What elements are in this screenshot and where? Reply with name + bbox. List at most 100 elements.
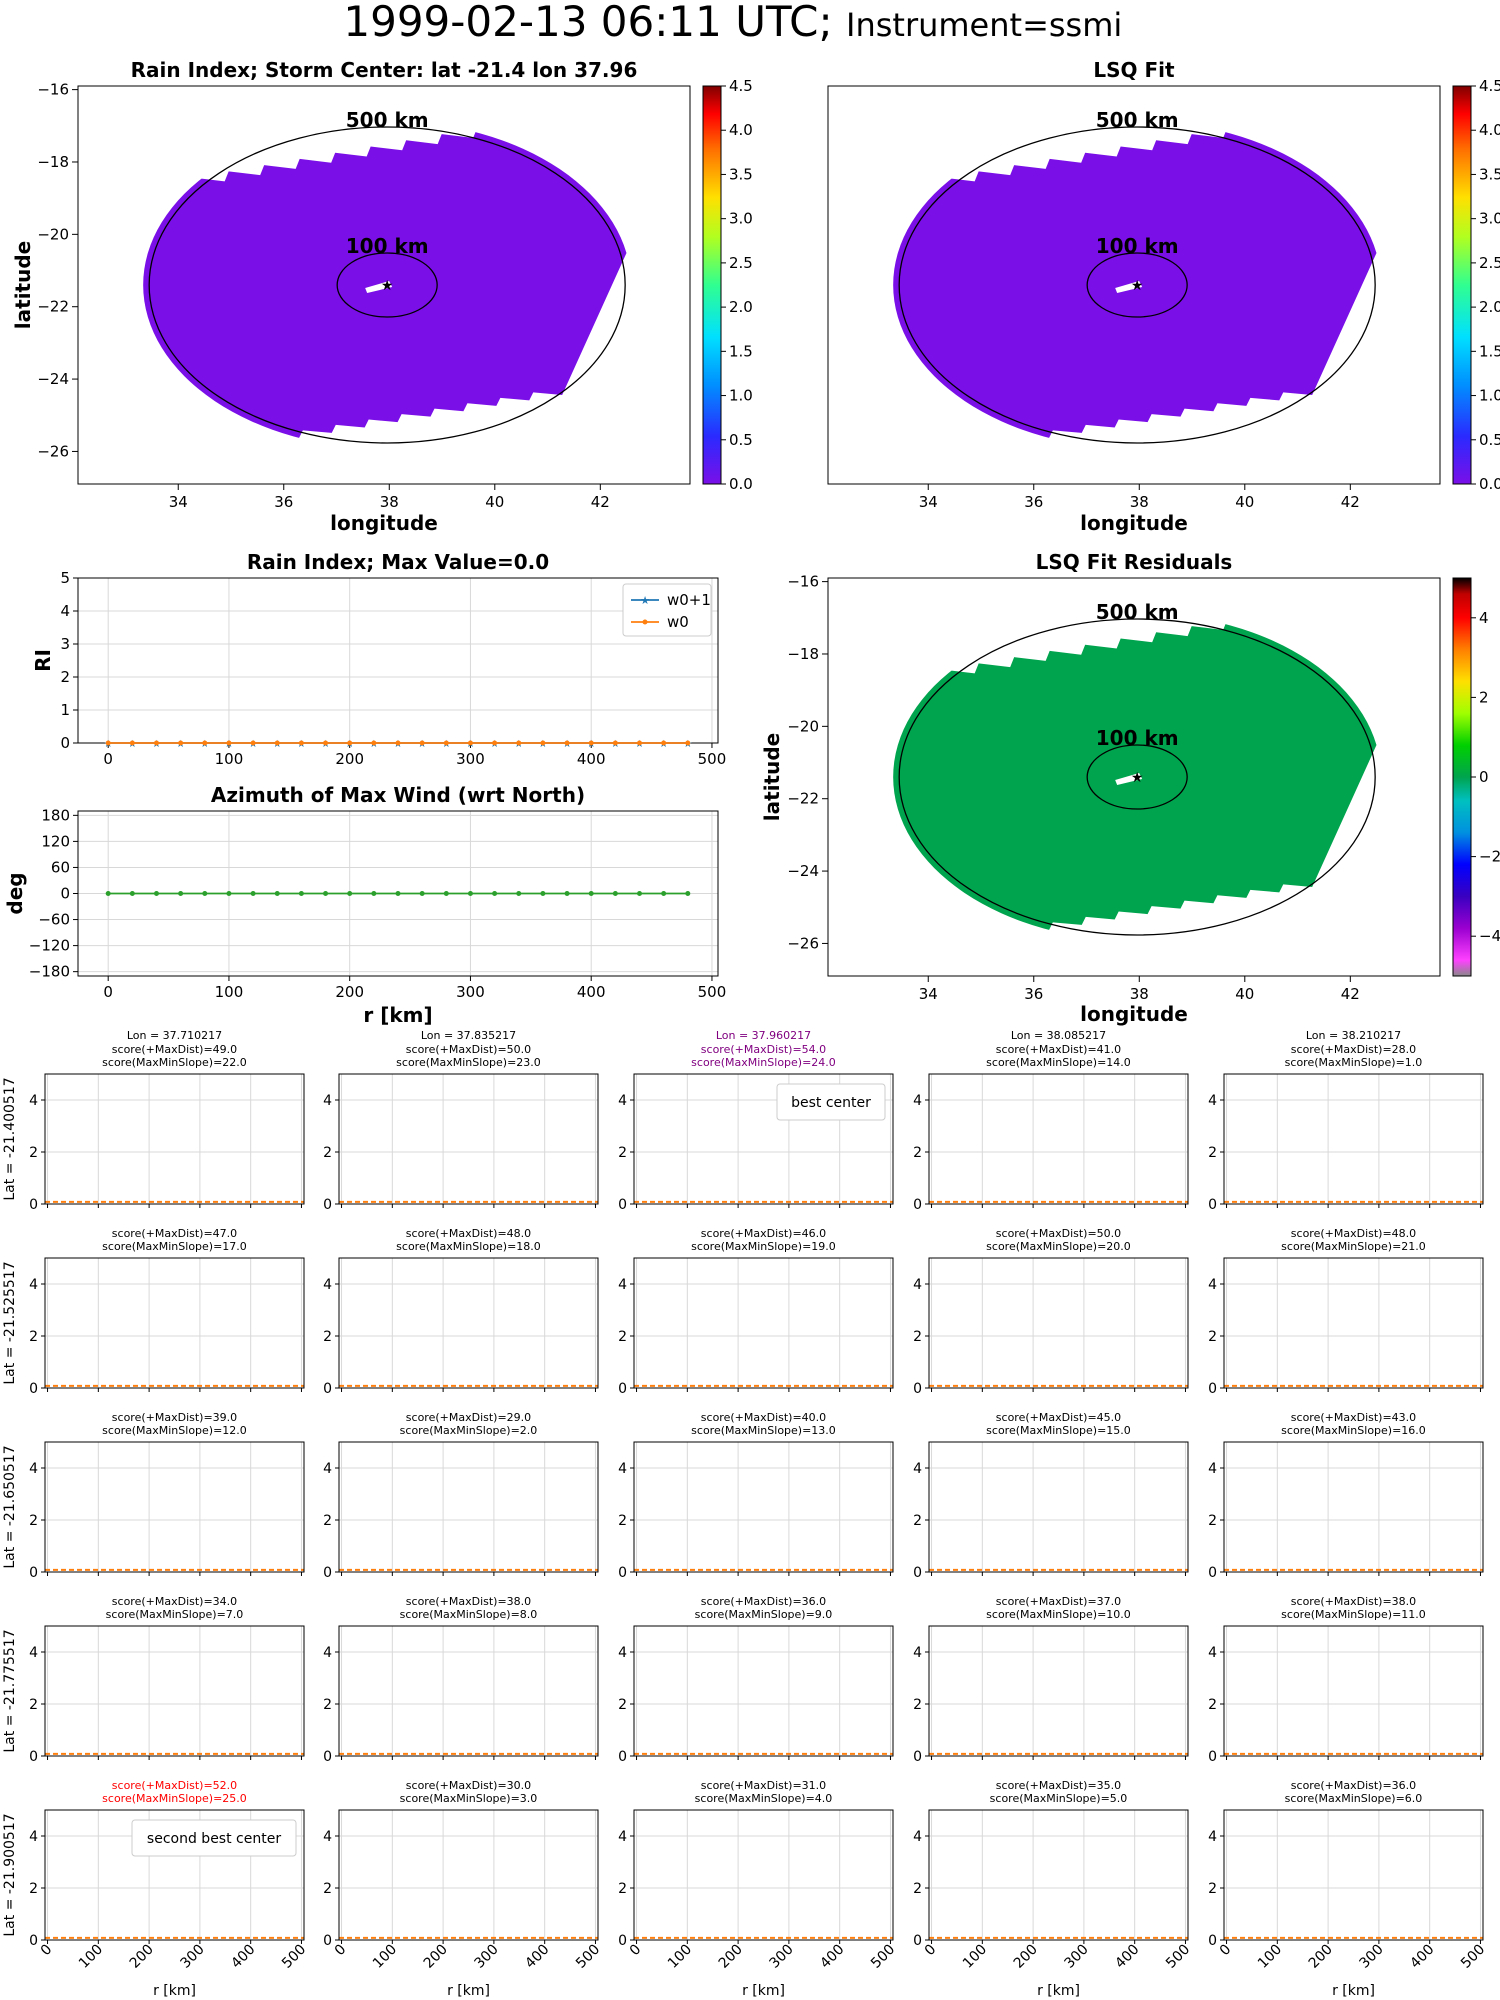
x-tick-label: 36 [1024,493,1043,511]
candidate-panel: score(+MaxDist)=35.0score(MaxMinSlope)=5… [913,1779,1193,1999]
candidate-slope-score: score(MaxMinSlope)=15.0 [986,1424,1131,1437]
candidate-slope-score: score(MaxMinSlope)=17.0 [102,1240,247,1253]
x-tick-label: 0 [38,1942,56,1960]
x-tick-label: 0 [103,983,113,1001]
circle-100km [1086,252,1188,318]
colorbar-tick-label: 3.0 [729,210,753,228]
candidate-maxdist-score: score(+MaxDist)=38.0 [1291,1595,1416,1608]
y-tick-label: 3 [60,635,70,653]
colorbar-tick-label: 1.5 [729,342,753,360]
candidate-maxdist-score: score(+MaxDist)=49.0 [112,1043,237,1056]
y-tick-label: −20 [787,717,819,735]
candidate-maxdist-score: score(+MaxDist)=43.0 [1291,1411,1416,1424]
y-tick-label: 0 [1208,1933,1217,1949]
lsq-residuals-swath: 500 km 100 km ★ [893,600,1382,941]
x-tick-label: 300 [472,1942,502,1972]
y-tick-label: 0 [29,1565,38,1581]
candidate-slope-score: score(MaxMinSlope)=16.0 [1281,1424,1426,1437]
chart-title: Azimuth of Max Wind (wrt North) [211,783,585,807]
y-tick-label: 0 [323,1749,332,1765]
x-tick-label: 200 [335,983,364,1001]
candidate-lat-label: Lat = -21.525517 [2,1261,18,1384]
x-tick-label: 500 [868,1942,898,1972]
y-tick-label: 0 [323,1933,332,1949]
lsq-residuals-map-ticks: 34 36 38 40 42 −16 −18 −20 −22 −24 −26 [787,573,1360,1003]
x-tick-label: 34 [919,493,938,511]
y-tick-label: 4 [323,1645,332,1661]
series-point [347,740,353,746]
series-point [250,891,256,896]
series-point [637,740,643,746]
series-point [371,740,377,746]
x-tick-label: 42 [1341,493,1360,511]
series-point [153,891,159,896]
y-tick-label: 2 [618,1145,627,1161]
x-tick-label: 0 [103,750,113,768]
y-tick-label: 2 [913,1145,922,1161]
legend-marker [642,619,648,625]
series-point [540,891,546,896]
candidate-frame [338,1441,599,1573]
candidate-slope-score: score(MaxMinSlope)=25.0 [102,1792,247,1805]
legend-label: w0+1 [667,591,711,609]
colorbar-tick-label: 3.5 [729,165,753,183]
y-tick-label: 4 [618,1829,627,1845]
candidate-lon-label: Lon = 37.710217 [127,1029,222,1042]
y-tick-label: −22 [787,790,819,808]
candidate-panel: score(+MaxDist)=37.0score(MaxMinSlope)=1… [913,1595,1189,1765]
x-tick-label: 100 [215,983,244,1001]
x-tick-label: 36 [1024,985,1043,1003]
y-tick-label: 0 [618,1381,627,1397]
x-tick-label: 500 [698,983,727,1001]
series-point [637,891,643,896]
candidate-maxdist-score: score(+MaxDist)=52.0 [112,1779,237,1792]
colorbar-tick-label: −4 [1479,927,1500,945]
y-tick-label: 0 [29,1933,38,1949]
colorbar-tick-label: −2 [1479,848,1500,866]
candidate-panel: score(+MaxDist)=39.0score(MaxMinSlope)=1… [2,1411,305,1581]
series-point [298,740,304,746]
x-tick-label: 100 [370,1942,400,1972]
candidate-slope-score: score(MaxMinSlope)=8.0 [400,1608,538,1621]
candidate-frame [633,1441,894,1573]
series-point [129,740,135,746]
series-point [443,740,449,746]
colorbar-tick-label: 1.5 [1479,342,1500,360]
candidate-frame [928,1073,1189,1205]
series-point [153,740,159,746]
series-point [274,891,280,896]
colorbar-tick-label: 2.0 [729,298,753,316]
x-tick-label: 500 [698,750,727,768]
candidate-lon-label: Lon = 38.085217 [1011,1029,1106,1042]
series-point [661,891,667,896]
candidate-slope-score: score(MaxMinSlope)=18.0 [396,1240,541,1253]
candidate-maxdist-score: score(+MaxDist)=54.0 [701,1043,826,1056]
candidate-panel: Lon = 37.835217score(+MaxDist)=50.0score… [323,1029,599,1213]
y-tick-label: 4 [29,1645,38,1661]
colorbar-tick-label: 4.0 [729,121,753,139]
series-point [178,891,184,896]
circle-500km-label: 500 km [1096,600,1179,624]
candidate-panel: score(+MaxDist)=29.0score(MaxMinSlope)=2… [323,1411,599,1581]
series-point [492,891,498,896]
chart-title: Rain Index; Max Value=0.0 [247,550,549,574]
series-point [395,891,401,896]
y-tick-label: 0 [60,885,70,903]
legend-label: w0 [667,613,689,631]
x-axis-label: r [km] [742,1983,785,1999]
candidate-lon-label: Lon = 37.835217 [421,1029,516,1042]
x-axis-label: r [km] [153,1983,196,1999]
lsq-fit-colorbar-ticks: 0.0 0.5 1.0 1.5 2.0 2.5 3.0 3.5 4.0 4.5 [1471,77,1500,493]
series-point [226,891,232,896]
x-tick-label: 100 [215,750,244,768]
y-tick-label: −16 [787,573,819,591]
x-tick-label: 500 [1458,1942,1488,1972]
series-point [443,891,449,896]
y-tick-label: 0 [29,1197,38,1213]
x-tick-label: 500 [573,1942,603,1972]
series-point [274,740,280,746]
y-tick-label: 4 [913,1829,922,1845]
candidate-panel: score(+MaxDist)=43.0score(MaxMinSlope)=1… [1208,1411,1484,1581]
lsq-fit-swath: 500 km 100 km ★ [893,108,1382,449]
x-tick-label: 400 [1407,1942,1437,1972]
